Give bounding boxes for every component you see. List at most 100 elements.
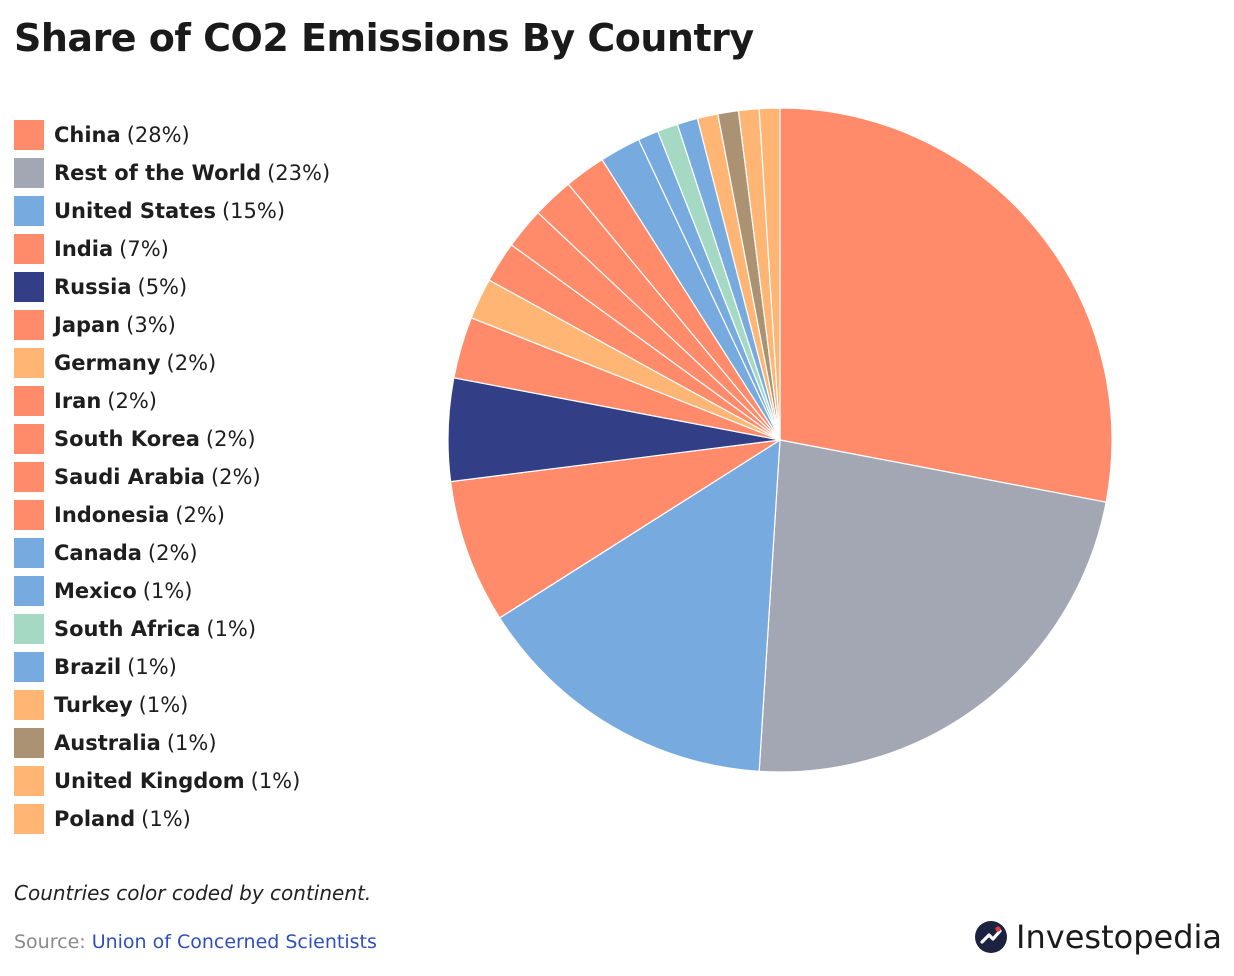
legend-swatch xyxy=(14,690,44,720)
legend-text: China (28%) xyxy=(54,123,190,147)
legend-percent: (2%) xyxy=(107,389,157,413)
legend-text: Germany (2%) xyxy=(54,351,216,375)
legend-label: China xyxy=(54,123,121,147)
legend-percent: (1%) xyxy=(250,769,301,793)
legend-percent: (1%) xyxy=(166,731,217,755)
brand-name: Investopedia xyxy=(1016,918,1222,956)
legend-swatch xyxy=(14,728,44,758)
legend-item: Iran (2%) xyxy=(14,382,330,420)
legend-label: Canada xyxy=(54,541,142,565)
legend-text: Mexico (1%) xyxy=(54,579,192,603)
legend-item: China (28%) xyxy=(14,116,330,154)
chart-legend: China (28%) Rest of the World (23%) United S… xyxy=(14,116,330,838)
legend-swatch xyxy=(14,234,44,264)
legend-item: Turkey (1%) xyxy=(14,686,330,724)
pie-slice-poland[interactable] xyxy=(758,107,781,441)
legend-swatch xyxy=(14,424,44,454)
investopedia-logo-icon xyxy=(975,921,1008,953)
legend-percent: (7%) xyxy=(119,237,169,261)
legend-text: Turkey (1%) xyxy=(54,693,188,717)
legend-item: Saudi Arabia (2%) xyxy=(14,458,330,496)
legend-percent: (1%) xyxy=(142,579,193,603)
legend-swatch xyxy=(14,462,44,492)
legend-percent: (1%) xyxy=(127,655,177,679)
legend-percent: (2%) xyxy=(210,465,261,489)
legend-label: Poland xyxy=(54,807,136,831)
pie-slice-united-states[interactable] xyxy=(499,439,781,772)
legend-text: Brazil (1%) xyxy=(54,655,177,679)
legend-text: Rest of the World (23%) xyxy=(54,161,330,185)
legend-text: United States (15%) xyxy=(54,199,285,223)
legend-percent: (1%) xyxy=(141,807,191,831)
legend-item: Rest of the World (23%) xyxy=(14,154,330,192)
legend-percent: (3%) xyxy=(126,313,176,337)
legend-swatch xyxy=(14,310,44,340)
legend-swatch xyxy=(14,348,44,378)
legend-label: Indonesia xyxy=(54,503,170,527)
legend-item: South Africa (1%) xyxy=(14,610,330,648)
legend-percent: (5%) xyxy=(137,275,188,299)
legend-percent: (1%) xyxy=(206,617,257,641)
brand-logo[interactable]: Investopedia xyxy=(974,918,1222,956)
pie-slice-china[interactable] xyxy=(779,107,1113,503)
legend-swatch xyxy=(14,804,44,834)
legend-label: Japan xyxy=(54,313,121,337)
legend-percent: (2%) xyxy=(166,351,217,375)
legend-percent: (15%) xyxy=(221,199,286,223)
legend-swatch xyxy=(14,500,44,530)
chart-title: Share of CO2 Emissions By Country xyxy=(14,16,754,60)
legend-label: Australia xyxy=(54,731,161,755)
legend-item: United Kingdom (1%) xyxy=(14,762,330,800)
legend-text: South Korea (2%) xyxy=(54,427,256,451)
legend-item: Brazil (1%) xyxy=(14,648,330,686)
legend-text: United Kingdom (1%) xyxy=(54,769,300,793)
legend-swatch xyxy=(14,652,44,682)
legend-text: South Africa (1%) xyxy=(54,617,256,641)
legend-item: Poland (1%) xyxy=(14,800,330,838)
legend-label: Turkey xyxy=(54,693,133,717)
legend-label: United Kingdom xyxy=(54,769,245,793)
legend-text: India (7%) xyxy=(54,237,169,261)
legend-label: Russia xyxy=(54,275,132,299)
legend-text: Iran (2%) xyxy=(54,389,157,413)
legend-percent: (2%) xyxy=(175,503,225,527)
legend-swatch xyxy=(14,766,44,796)
legend-label: United States xyxy=(54,199,216,223)
legend-percent: (28%) xyxy=(126,123,190,147)
legend-swatch xyxy=(14,272,44,302)
legend-text: Canada (2%) xyxy=(54,541,198,565)
legend-label: Iran xyxy=(54,389,102,413)
legend-label: India xyxy=(54,237,114,261)
legend-item: Canada (2%) xyxy=(14,534,330,572)
legend-item: Russia (5%) xyxy=(14,268,330,306)
legend-item: Japan (3%) xyxy=(14,306,330,344)
legend-item: Mexico (1%) xyxy=(14,572,330,610)
legend-label: Brazil xyxy=(54,655,122,679)
legend-item: Germany (2%) xyxy=(14,344,330,382)
legend-label: South Africa xyxy=(54,617,201,641)
legend-label: Rest of the World xyxy=(54,161,262,185)
legend-text: Indonesia (2%) xyxy=(54,503,225,527)
pie-slice-rest-of-the-world[interactable] xyxy=(758,439,1107,773)
legend-label: Mexico xyxy=(54,579,137,603)
legend-swatch xyxy=(14,614,44,644)
legend-percent: (1%) xyxy=(138,693,189,717)
legend-swatch xyxy=(14,158,44,188)
legend-text: Saudi Arabia (2%) xyxy=(54,465,261,489)
source-line: Source: Union of Concerned Scientists xyxy=(14,931,377,953)
source-link[interactable]: Union of Concerned Scientists xyxy=(91,931,377,953)
legend-swatch xyxy=(14,576,44,606)
legend-label: South Korea xyxy=(54,427,200,451)
legend-label: Germany xyxy=(54,351,161,375)
source-label: Source: xyxy=(14,931,92,953)
legend-item: United States (15%) xyxy=(14,192,330,230)
legend-item: India (7%) xyxy=(14,230,330,268)
legend-percent: (2%) xyxy=(205,427,256,451)
legend-text: Japan (3%) xyxy=(54,313,176,337)
legend-swatch xyxy=(14,120,44,150)
legend-item: Indonesia (2%) xyxy=(14,496,330,534)
pie-slice-india[interactable] xyxy=(450,439,781,619)
legend-percent: (23%) xyxy=(267,161,331,185)
legend-item: South Korea (2%) xyxy=(14,420,330,458)
legend-swatch xyxy=(14,538,44,568)
